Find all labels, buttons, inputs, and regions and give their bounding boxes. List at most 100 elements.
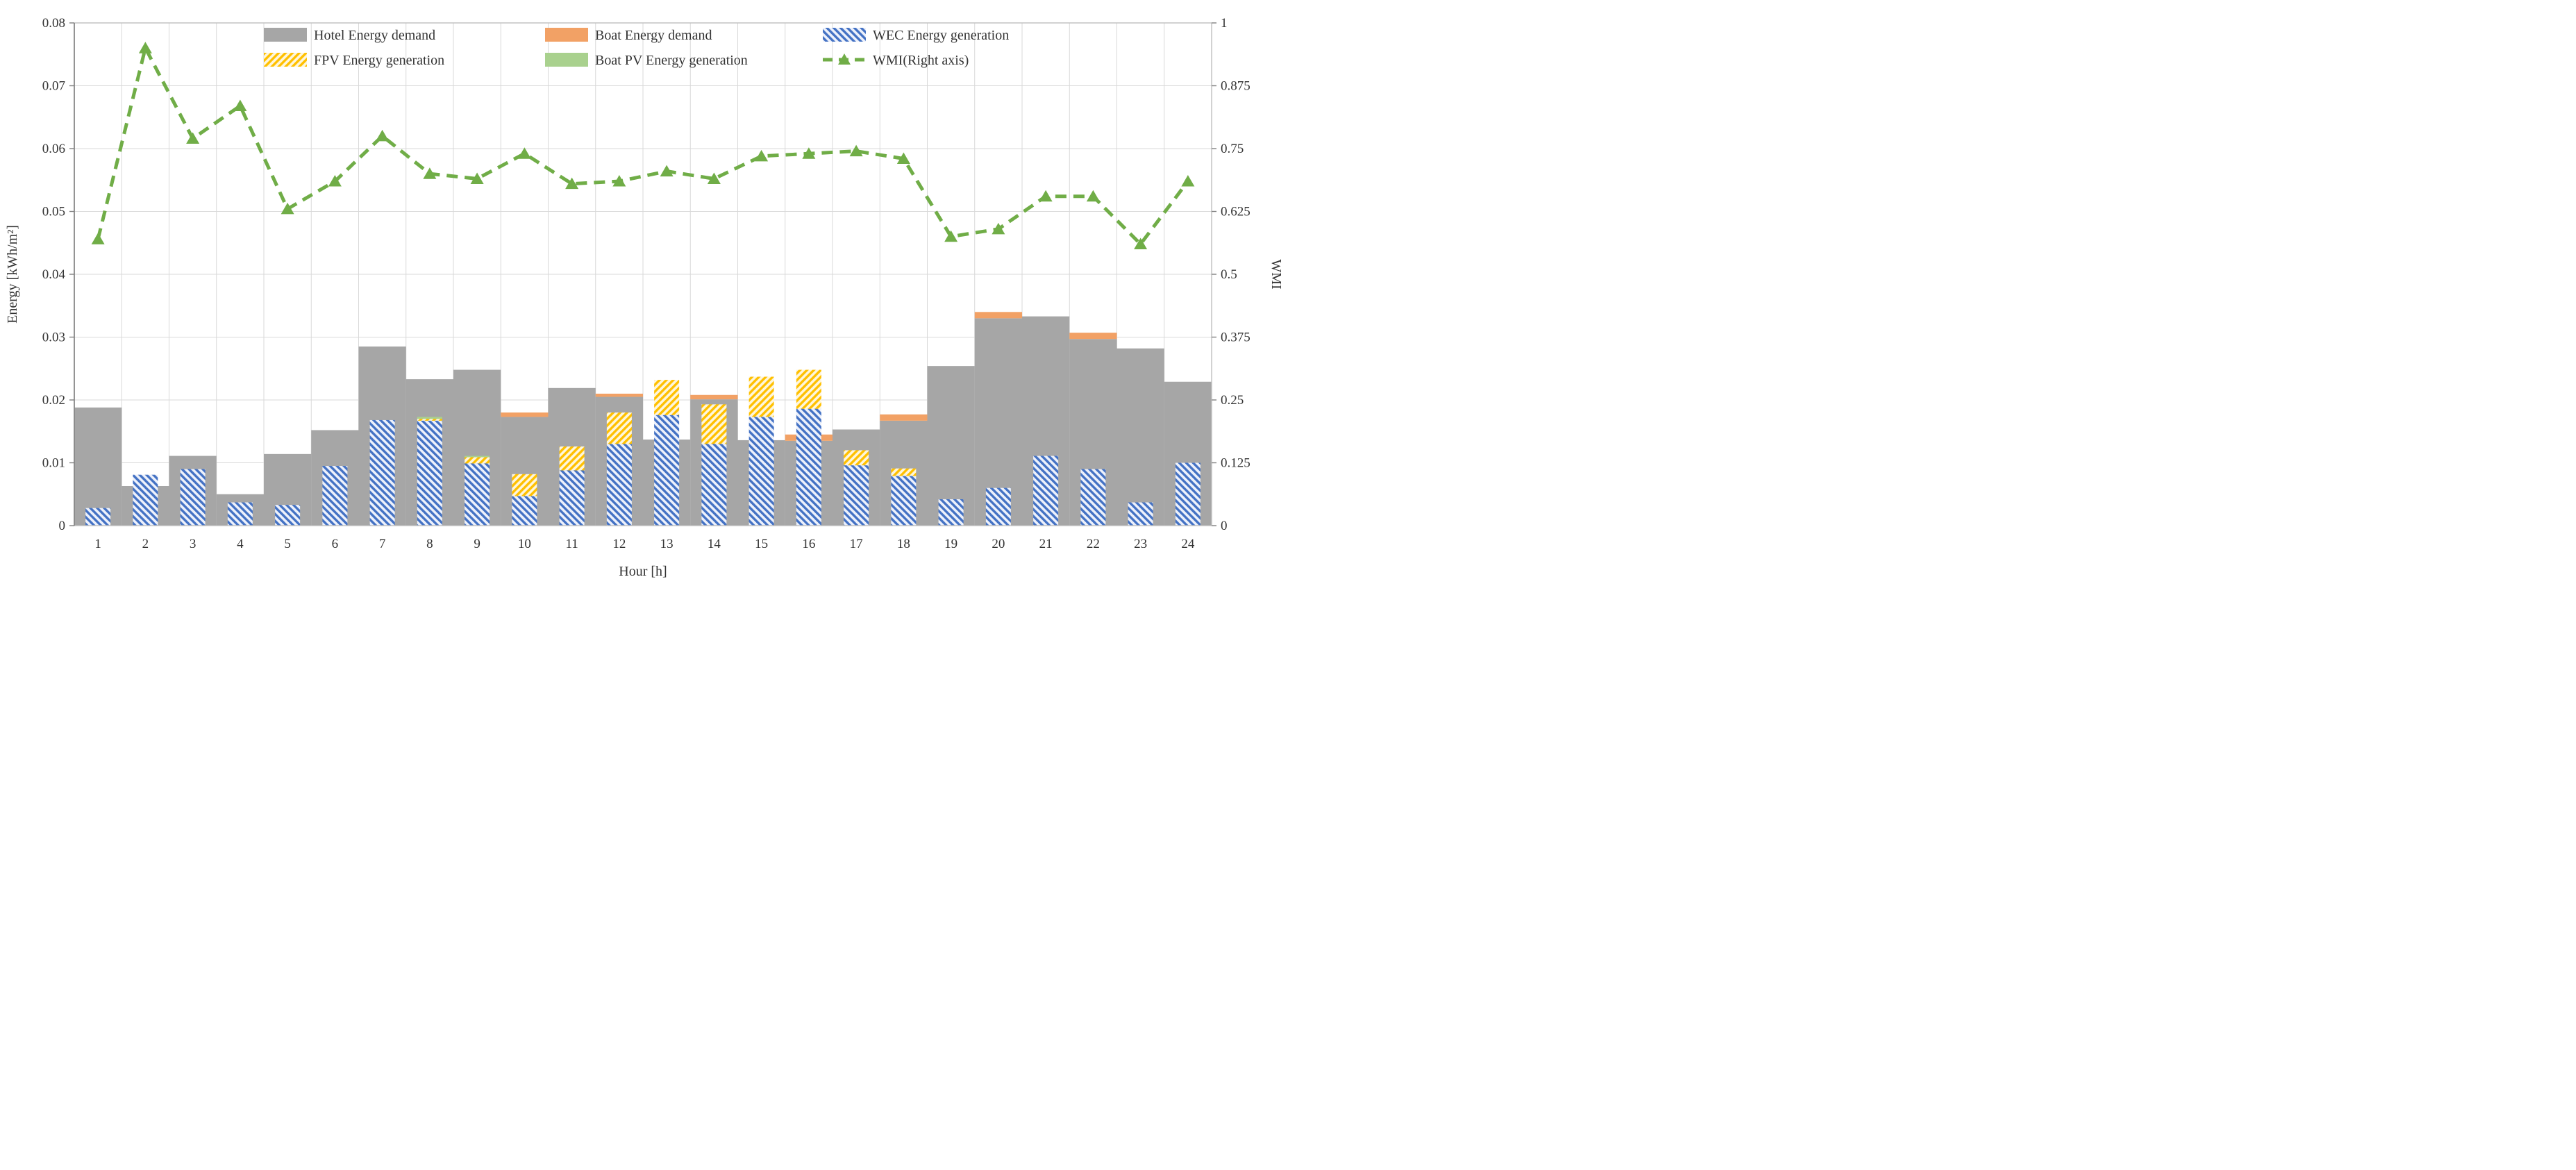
x-tick-label-h11: 11 [565, 537, 578, 551]
boat-bar-h22 [1069, 333, 1117, 340]
legend-swatch-icon [545, 53, 588, 67]
x-tick-label-h6: 6 [332, 537, 339, 551]
y-right-axis-title: WMI [1269, 259, 1284, 289]
y-left-tick-label: 0.06 [42, 142, 65, 156]
x-tick-label-h8: 8 [426, 537, 433, 551]
legend-wmi-triangle-icon [838, 53, 851, 65]
boat-bar-h10 [501, 412, 549, 417]
y-right-tick-label: 0.875 [1221, 79, 1251, 94]
boat-bar-h12 [595, 393, 643, 397]
y-left-tick-label: 0.05 [42, 205, 65, 219]
x-tick-label-h14: 14 [708, 537, 721, 551]
wmi-marker-h6 [328, 175, 342, 187]
y-left-axis-title: Energy [kWh/m²] [5, 225, 20, 324]
x-tick-label-h15: 15 [755, 537, 768, 551]
x-tick-label-h23: 23 [1134, 537, 1147, 551]
fpv-bar-h16 [796, 369, 821, 409]
wec-bar-h13 [654, 415, 680, 526]
wmi-marker-h17 [849, 144, 863, 157]
wmi-marker-h10 [517, 147, 531, 159]
x-tick-label-h13: 13 [660, 537, 674, 551]
legend-swatch-icon [264, 28, 307, 42]
x-tick-label-h24: 24 [1181, 537, 1195, 551]
wec-bar-h8 [417, 420, 442, 526]
wmi-marker-h11 [565, 177, 579, 190]
wmi-marker-h23 [1134, 237, 1148, 250]
wec-bar-h2 [133, 474, 158, 526]
x-tick-label-h4: 4 [237, 537, 244, 551]
wec-bar-h14 [701, 444, 727, 526]
hotel-bar-h1 [74, 407, 122, 526]
boat-bar-h18 [880, 414, 928, 421]
fpv-bar-h8 [417, 419, 442, 421]
wmi-marker-h2 [138, 42, 152, 53]
fpv-bar-h15 [748, 376, 774, 417]
wmi-marker-h5 [281, 202, 294, 215]
wec-bar-h6 [322, 466, 348, 526]
wmi-marker-h22 [1086, 190, 1100, 202]
y-left-tick-label: 0.01 [42, 456, 65, 471]
wmi-marker-h20 [992, 222, 1005, 235]
boatpv-bar-h9 [465, 456, 490, 458]
wec-bar-h24 [1175, 462, 1201, 526]
wec-bar-h3 [180, 469, 206, 526]
y-right-tick-label: 0.625 [1221, 205, 1251, 219]
y-right-tick-label: 1 [1221, 16, 1228, 31]
wmi-marker-h7 [376, 129, 390, 142]
fpv-bar-h18 [891, 468, 917, 476]
x-tick-label-h1: 1 [94, 537, 101, 551]
wmi-marker-h1 [91, 233, 105, 244]
x-tick-label-h17: 17 [850, 537, 863, 551]
y-left-tick-label: 0.07 [42, 79, 65, 94]
wmi-marker-h19 [944, 230, 958, 242]
wec-bar-h15 [748, 417, 774, 526]
wec-bar-h4 [227, 502, 253, 526]
y-right-tick-label: 0.5 [1221, 267, 1237, 282]
legend-label: Boat Energy demand [595, 28, 712, 43]
y-left-tick-label: 0.02 [42, 393, 65, 408]
legend-label: WEC Energy generation [873, 28, 1009, 43]
x-tick-label-h19: 19 [944, 537, 957, 551]
wec-bar-h5 [275, 505, 301, 526]
wmi-marker-h16 [802, 147, 816, 159]
boat-bar-h14 [690, 394, 738, 400]
wec-bar-h22 [1080, 469, 1106, 526]
x-tick-label-h10: 10 [518, 537, 531, 551]
bar-series [74, 312, 1212, 526]
hotel-bar-h19 [927, 366, 975, 526]
wmi-marker-h4 [233, 99, 247, 111]
fpv-bar-h11 [559, 446, 585, 471]
y-left-tick-label: 0 [59, 519, 66, 533]
legend-label: Boat PV Energy generation [595, 53, 748, 68]
wmi-marker-h3 [186, 132, 200, 144]
legend-label: Hotel Energy demand [314, 28, 435, 43]
chart-canvas: 0 0.01 0.02 0.03 0.04 0.05 0.06 0.07 0.08 0 0.125 0… [5, 16, 1284, 579]
x-tick-label-h18: 18 [897, 537, 910, 551]
wec-bar-h21 [1033, 456, 1059, 526]
legend: Hotel Energy demand FPV Energy generation… [264, 28, 1009, 68]
x-axis-title: Hour [h] [619, 564, 667, 579]
x-tick-label-h3: 3 [190, 537, 196, 551]
wmi-marker-h8 [423, 167, 437, 179]
fpv-bar-h12 [606, 412, 632, 444]
y-left-tick-label: 0.08 [42, 16, 65, 31]
wec-bar-h19 [938, 499, 964, 526]
wec-bar-h1 [85, 508, 111, 526]
wec-bar-h20 [985, 487, 1011, 526]
wmi-marker-h12 [612, 175, 626, 187]
wec-bar-h10 [512, 496, 537, 526]
x-tick-label-h21: 21 [1039, 537, 1053, 551]
x-tick-label-h9: 9 [474, 537, 480, 551]
y-right-tick-label: 0.125 [1221, 456, 1251, 471]
legend-swatch-icon [545, 28, 588, 42]
boat-bar-h20 [974, 312, 1022, 319]
wec-bar-h16 [796, 408, 821, 526]
fpv-bar-h14 [701, 404, 727, 444]
wec-bar-h11 [559, 470, 585, 526]
wmi-marker-h13 [660, 165, 674, 177]
fpv-bar-h13 [654, 380, 680, 415]
wmi-marker-h18 [896, 152, 910, 164]
wmi-marker-h9 [470, 172, 484, 184]
wec-bar-h23 [1128, 502, 1153, 526]
wmi-marker-h21 [1039, 190, 1053, 202]
